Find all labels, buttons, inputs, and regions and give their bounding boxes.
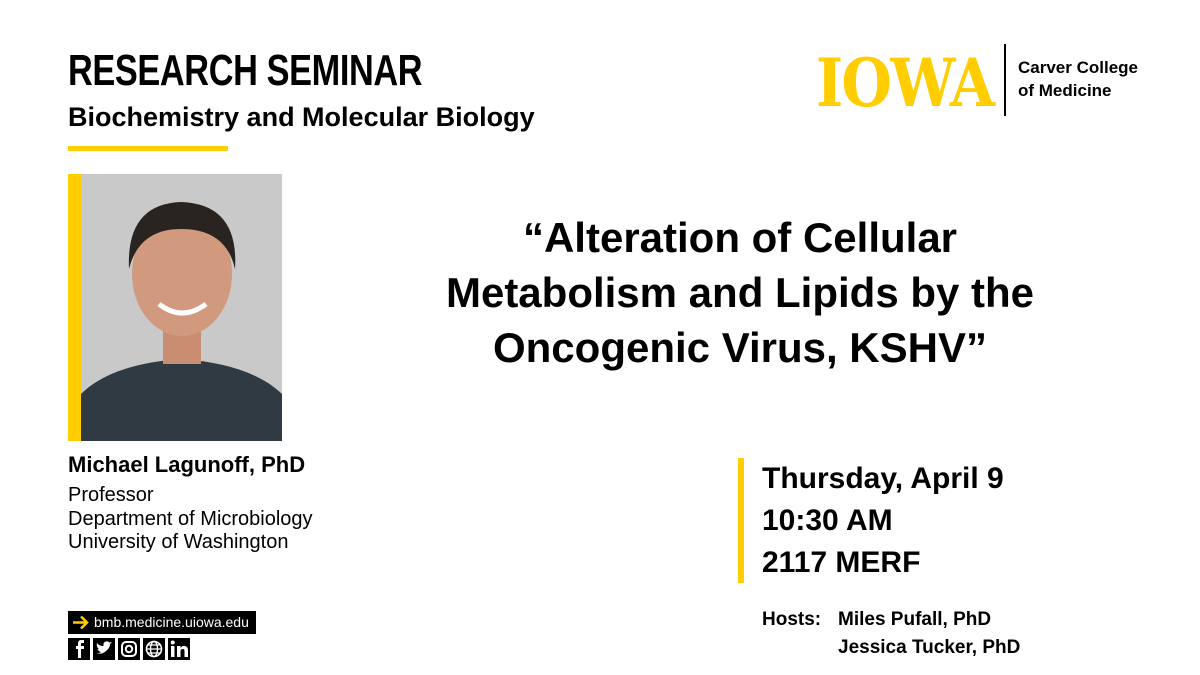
url-badge: bmb.medicine.uiowa.edu xyxy=(68,611,256,634)
instagram-icon[interactable] xyxy=(118,638,140,660)
speaker-detail: University of Washington xyxy=(68,531,289,553)
event-date: Thursday, April 9 xyxy=(762,462,1004,495)
hosts-label: Hosts: xyxy=(762,609,822,630)
photo-accent xyxy=(68,174,81,441)
speaker-photo xyxy=(81,174,282,441)
event-accent xyxy=(738,458,744,583)
arrow-icon xyxy=(73,615,89,630)
event-location: 2117 MERF xyxy=(762,546,921,579)
speaker-detail: Department of Microbiology xyxy=(68,508,313,530)
talk-title-line: Metabolism and Lipids by the xyxy=(445,269,1035,316)
facebook-icon[interactable] xyxy=(68,638,90,660)
host-name: Jessica Tucker, PhD xyxy=(838,637,1021,658)
college-line: Carver College xyxy=(1018,58,1138,77)
talk-title-line: Oncogenic Virus, KSHV” xyxy=(492,324,987,371)
college-line: of Medicine xyxy=(1018,81,1112,100)
speaker-name: Michael Lagunoff, PhD xyxy=(68,452,306,477)
smile xyxy=(157,301,208,316)
host-name: Miles Pufall, PhD xyxy=(838,609,992,630)
accent-rule xyxy=(68,146,228,151)
speaker-detail: Professor xyxy=(68,484,154,506)
web-icon[interactable] xyxy=(143,638,165,660)
social-icons xyxy=(68,638,190,660)
hair xyxy=(128,202,236,269)
website-url[interactable]: bmb.medicine.uiowa.edu xyxy=(94,614,249,630)
talk-title-line: “Alteration of Cellular xyxy=(522,214,958,261)
event-time: 10:30 AM xyxy=(762,504,893,537)
twitter-icon[interactable] xyxy=(93,638,115,660)
face xyxy=(132,212,232,336)
logo-divider xyxy=(1004,44,1006,116)
department-subtitle: Biochemistry and Molecular Biology xyxy=(68,102,535,132)
iowa-wordmark: IOWA xyxy=(816,44,995,122)
shirt xyxy=(81,359,282,441)
seminar-title: RESEARCH SEMINAR xyxy=(68,46,423,95)
linkedin-icon[interactable] xyxy=(168,638,190,660)
